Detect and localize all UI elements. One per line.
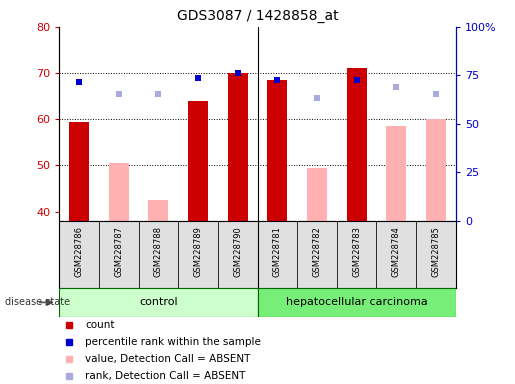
Text: GSM228782: GSM228782	[313, 226, 321, 277]
Bar	[376, 221, 416, 288]
Bar	[178, 221, 218, 288]
Text: value, Detection Call = ABSENT: value, Detection Call = ABSENT	[85, 354, 250, 364]
Bar	[139, 221, 178, 288]
Title: GDS3087 / 1428858_at: GDS3087 / 1428858_at	[177, 9, 338, 23]
Bar	[218, 221, 258, 288]
Bar	[69, 121, 89, 221]
Text: GSM228786: GSM228786	[75, 226, 83, 277]
Bar	[297, 221, 337, 288]
Text: control: control	[139, 297, 178, 308]
Bar	[337, 221, 376, 288]
Text: GSM228790: GSM228790	[233, 226, 242, 277]
Text: GSM228788: GSM228788	[154, 226, 163, 277]
Bar	[347, 68, 367, 221]
Bar	[267, 80, 287, 221]
Text: GSM228785: GSM228785	[432, 226, 440, 277]
Text: hepatocellular carcinoma: hepatocellular carcinoma	[286, 297, 427, 308]
Bar	[386, 126, 406, 221]
Bar	[228, 73, 248, 221]
Bar	[258, 288, 456, 317]
Bar	[188, 101, 208, 221]
Bar	[307, 168, 327, 221]
Text: count: count	[85, 320, 114, 330]
Text: GSM228787: GSM228787	[114, 226, 123, 277]
Text: GSM228789: GSM228789	[194, 226, 202, 277]
Bar	[99, 221, 139, 288]
Bar	[59, 288, 258, 317]
Text: percentile rank within the sample: percentile rank within the sample	[85, 337, 261, 347]
Bar	[416, 221, 456, 288]
Text: GSM228783: GSM228783	[352, 226, 361, 277]
Bar	[258, 221, 297, 288]
Text: disease state: disease state	[5, 297, 70, 308]
Bar	[426, 119, 446, 221]
Text: GSM228784: GSM228784	[392, 226, 401, 277]
Bar	[59, 221, 99, 288]
Bar	[109, 163, 129, 221]
Bar	[148, 200, 168, 221]
Text: GSM228781: GSM228781	[273, 226, 282, 277]
Text: rank, Detection Call = ABSENT: rank, Detection Call = ABSENT	[85, 371, 245, 381]
